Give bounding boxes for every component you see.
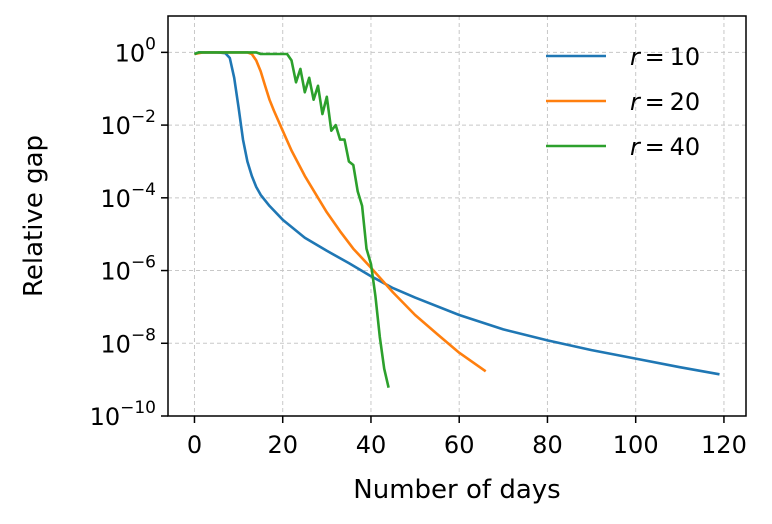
x-tick-label: 40 — [356, 431, 387, 459]
x-tick-label: 20 — [267, 431, 298, 459]
legend-label-r-40: r = 40 — [630, 133, 700, 161]
y-tick-label: 10−4 — [100, 180, 156, 213]
grid-layer — [168, 16, 746, 417]
y-tick-label: 100 — [115, 34, 156, 67]
y-tick-label: 10−2 — [100, 107, 156, 140]
series-layer — [194, 51, 720, 388]
x-tick-label: 0 — [187, 431, 202, 459]
x-axis-label: Number of days — [353, 475, 560, 505]
legend: r = 10 r = 20 r = 40 — [546, 43, 700, 161]
y-tick-label: 10−6 — [100, 253, 156, 286]
plot-frame — [167, 15, 747, 417]
tick-layer: 0 20 40 60 80 100 120 100 10−2 10−4 10−6 10−8 10−10 — [90, 34, 747, 459]
y-axis-label: Relative gap — [19, 135, 49, 297]
x-tick-label: 100 — [613, 431, 659, 459]
legend-label-r-20: r = 20 — [630, 88, 700, 116]
y-tick-label: 10−8 — [100, 325, 156, 358]
x-tick-label: 60 — [444, 431, 475, 459]
legend-label-r-10: r = 10 — [630, 43, 700, 71]
x-tick-label: 120 — [701, 431, 747, 459]
series-line-r-40 — [194, 51, 390, 388]
x-tick-label: 80 — [532, 431, 563, 459]
y-tick-label: 10−10 — [90, 398, 156, 431]
